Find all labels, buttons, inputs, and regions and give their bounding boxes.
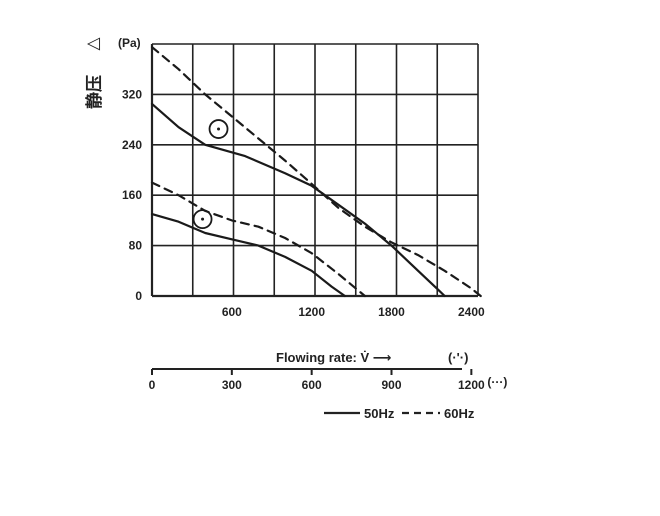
y-axis-unit: (Pa): [118, 36, 141, 50]
secondary-x-tick-labels: 0 300 600 900 1200 (···): [149, 369, 507, 392]
legend-60hz-label: 60Hz: [444, 406, 475, 421]
secondary-x-tick-label: 0: [149, 378, 156, 392]
secondary-x-tick-label: 900: [381, 378, 401, 392]
x-tick-label: 600: [222, 305, 242, 319]
legend: 50Hz 60Hz: [324, 406, 475, 421]
secondary-x-tick-label: 300: [222, 378, 242, 392]
operating-point-dot: [201, 217, 205, 221]
x-axis-label: Flowing rate: V̇ ⟶: [276, 350, 391, 365]
y-tick-label: 320: [122, 87, 142, 101]
operating-point-marker: [192, 209, 213, 230]
grid: [150, 43, 479, 298]
y-axis-symbol: △: [83, 37, 103, 51]
y-tick-label: 240: [122, 138, 142, 152]
legend-50hz-label: 50Hz: [364, 406, 395, 421]
secondary-x-tick-label: 1200: [458, 378, 485, 392]
y-tick-label: 160: [122, 188, 142, 202]
operating-point-marker: [208, 119, 229, 139]
operating-point-markers: [192, 119, 229, 230]
secondary-x-unit: (···): [487, 375, 507, 389]
x-tick-labels: 600 1200 1800 2400: [222, 305, 485, 319]
y-axis-label: 静压: [84, 75, 105, 109]
series-2-dashed-curve: [150, 45, 482, 298]
x-tick-label: 1200: [298, 305, 325, 319]
secondary-x-tick-label: 600: [302, 378, 322, 392]
operating-point-dot: [217, 127, 221, 131]
x-tick-label: 2400: [458, 305, 485, 319]
series-1-solid-curve: [150, 102, 446, 298]
y-tick-label: 0: [135, 289, 142, 303]
x-tick-label: 1800: [378, 305, 405, 319]
y-tick-labels: 0 80 160 240 320: [122, 87, 142, 303]
series-4-dashed-curve: [150, 181, 366, 298]
x-axis-unit: (·'·): [448, 350, 468, 365]
curves: [150, 45, 482, 298]
series-3-solid-curve: [150, 213, 346, 298]
y-tick-label: 80: [129, 239, 143, 253]
